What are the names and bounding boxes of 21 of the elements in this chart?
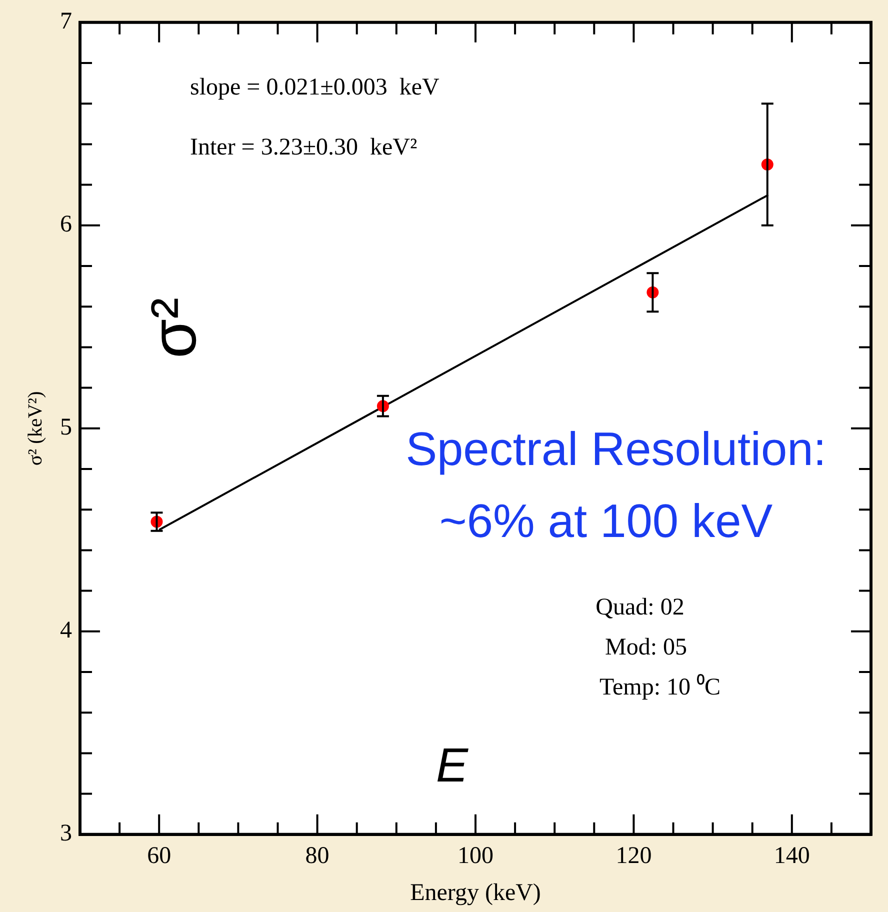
y-tick-label: 6 xyxy=(60,212,72,238)
annotation: σ² xyxy=(138,298,210,358)
y-tick-label: 4 xyxy=(60,618,72,644)
y-tick-label: 5 xyxy=(60,414,72,441)
annotation: Spectral Resolution: xyxy=(406,422,826,475)
annotation: Temp: 10 ⁰C xyxy=(600,673,720,700)
annotation: ~6% at 100 keV xyxy=(439,494,774,547)
annotation: E xyxy=(436,739,469,792)
x-axis-title: Energy (keV) xyxy=(410,880,541,906)
x-tick-label: 100 xyxy=(458,843,494,870)
y-axis-title: σ² (keV²) xyxy=(24,391,46,466)
x-tick-label: 140 xyxy=(774,843,810,870)
annotation: Quad: 02 xyxy=(596,594,684,620)
x-tick-label: 80 xyxy=(305,843,330,870)
annotation: slope = 0.021±0.003 keV xyxy=(190,74,440,100)
y-tick-label: 7 xyxy=(60,8,72,35)
annotation: Mod: 05 xyxy=(604,634,688,660)
x-tick-label: 60 xyxy=(147,843,172,870)
x-tick-label: 120 xyxy=(616,843,652,870)
annotation: Inter = 3.23±0.30 keV² xyxy=(190,134,418,160)
y-tick-label: 3 xyxy=(60,820,72,847)
